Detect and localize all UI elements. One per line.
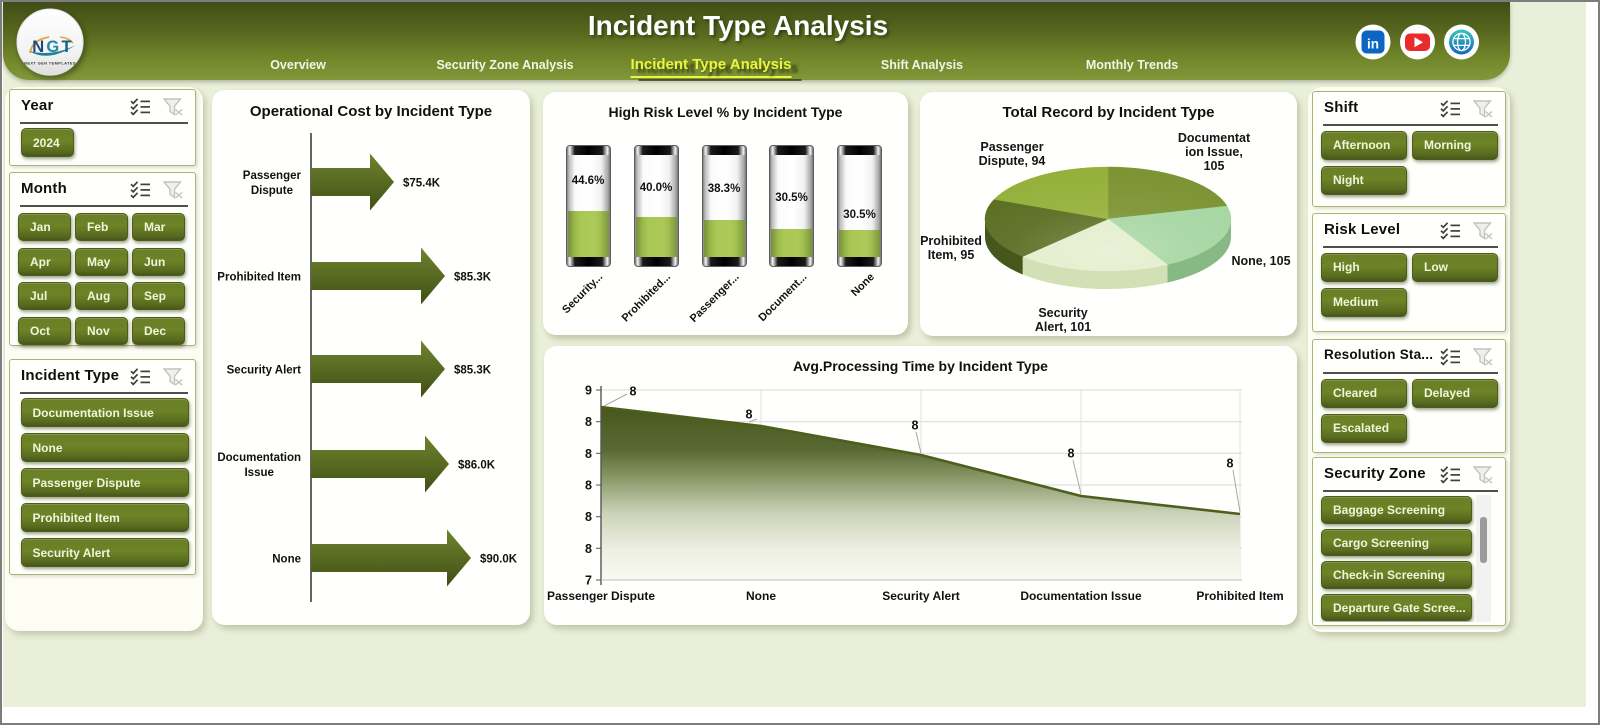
svg-text:in: in	[1367, 36, 1379, 51]
svg-text:8: 8	[1068, 447, 1075, 461]
svg-text:Documentation: Documentation	[217, 452, 301, 464]
svg-text:8: 8	[585, 542, 592, 556]
svg-text:8: 8	[630, 385, 637, 399]
svg-text:$75.4K: $75.4K	[403, 178, 441, 190]
svg-text:$85.3K: $85.3K	[454, 365, 492, 377]
svg-text:8: 8	[1227, 457, 1234, 471]
svg-text:Dispute: Dispute	[251, 185, 293, 197]
svg-text:Prohibited Item: Prohibited Item	[1196, 589, 1283, 603]
svg-text:8: 8	[585, 447, 592, 461]
svg-text:NEXT GEN TEMPLATES: NEXT GEN TEMPLATES	[24, 61, 76, 66]
svg-text:$90.0K: $90.0K	[480, 554, 518, 566]
svg-text:Documentation Issue: Documentation Issue	[1020, 589, 1142, 603]
svg-text:Security Alert: Security Alert	[882, 589, 960, 603]
svg-text:8: 8	[585, 510, 592, 524]
svg-text:7: 7	[585, 574, 592, 588]
svg-text:$86.0K: $86.0K	[458, 460, 496, 472]
svg-text:Prohibited Item: Prohibited Item	[217, 272, 301, 284]
svg-text:8: 8	[912, 419, 919, 433]
svg-text:Issue: Issue	[244, 467, 273, 479]
svg-text:8: 8	[746, 408, 753, 422]
svg-text:None: None	[746, 589, 776, 603]
svg-text:Passenger: Passenger	[243, 170, 302, 182]
svg-text:8: 8	[585, 415, 592, 429]
svg-text:NGT: NGT	[32, 38, 73, 56]
svg-text:None: None	[272, 554, 301, 566]
svg-text:8: 8	[585, 479, 592, 493]
svg-text:$85.3K: $85.3K	[454, 272, 492, 284]
svg-text:Security Alert: Security Alert	[227, 365, 302, 377]
svg-text:Passenger Dispute: Passenger Dispute	[547, 589, 655, 603]
svg-text:9: 9	[585, 384, 592, 398]
